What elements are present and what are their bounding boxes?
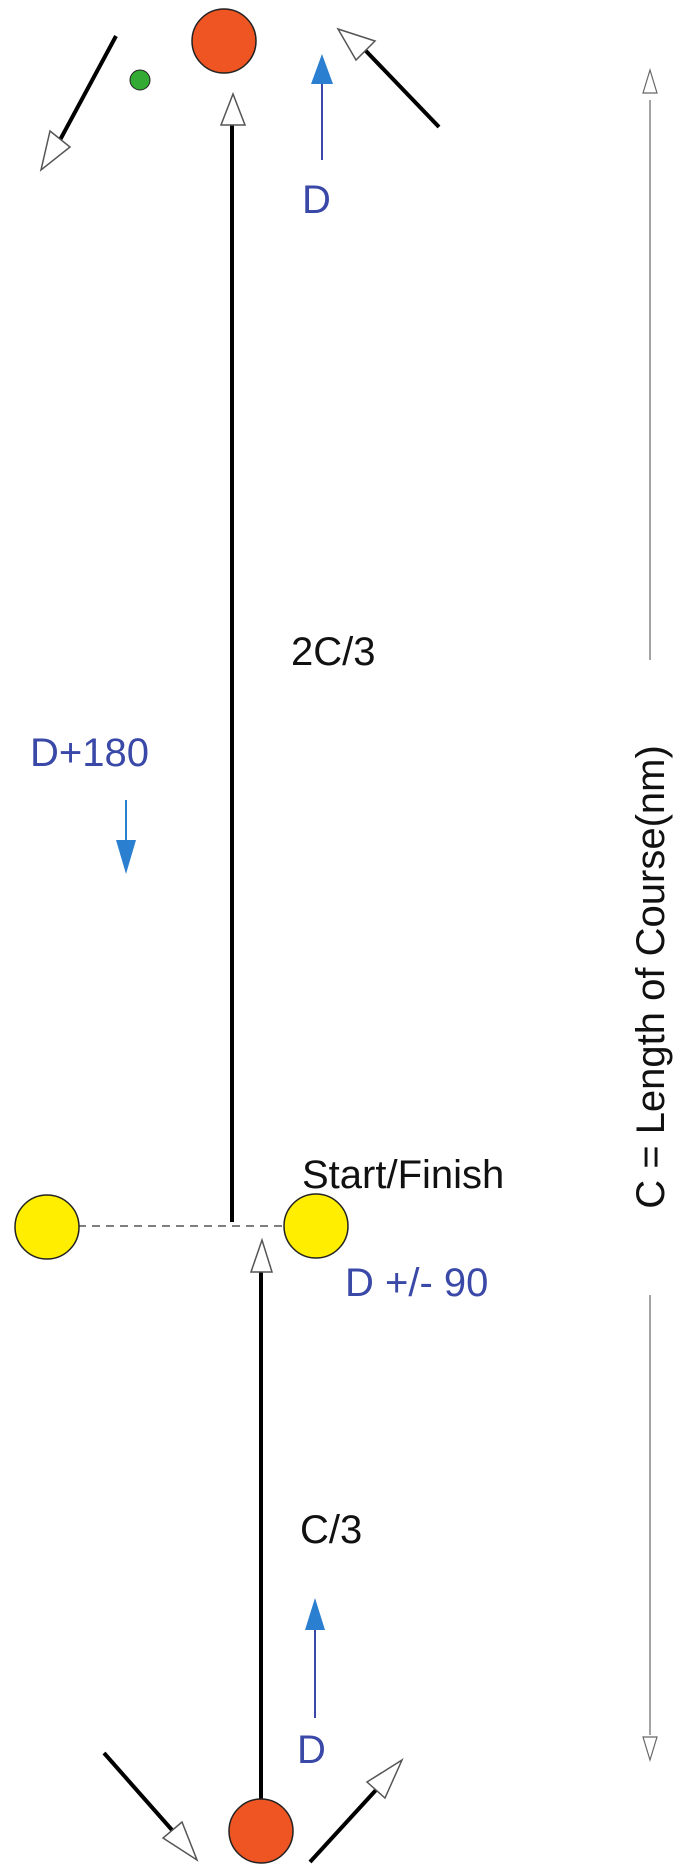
top-right-arrowhead-icon <box>336 27 377 62</box>
pin-end-mark <box>14 1194 80 1260</box>
wind-arrow-top <box>311 54 333 160</box>
windward-mark <box>191 8 257 74</box>
bottom-leg-arrowhead-icon <box>249 1237 274 1273</box>
wind-bottom-arrowhead-icon <box>305 1598 325 1630</box>
bottom-left-rounding-arrow <box>102 1751 199 1862</box>
wind-arrow-bottom <box>305 1598 325 1718</box>
bottom-right-rounding-arrow <box>308 1758 404 1864</box>
line-bearing-label: D +/- 90 <box>345 1261 488 1305</box>
top-left-rounding-arrow <box>39 35 118 172</box>
dimension-bottom-arrowhead-icon <box>642 1736 658 1763</box>
wind-reverse-label: D+180 <box>30 731 149 775</box>
top-left-arrowhead-icon <box>39 129 72 172</box>
top-leg-arrowhead-icon <box>219 91 247 126</box>
wind-bottom-label: D <box>297 1728 326 1772</box>
bottom-right-arrowhead-icon <box>365 1758 404 1800</box>
wind-top-arrowhead-icon <box>311 54 333 84</box>
wind-reverse-arrowhead-icon <box>116 840 136 874</box>
course-length-label: C = Length of Course(nm) <box>629 745 673 1209</box>
top-leg <box>219 91 247 1222</box>
committee-boat-mark <box>283 1193 349 1259</box>
bottom-leg-label: C/3 <box>300 1508 362 1552</box>
dimension-top-arrowhead-icon <box>642 67 658 94</box>
offset-mark <box>129 69 151 91</box>
bottom-leg <box>249 1237 274 1835</box>
start-finish-label: Start/Finish <box>302 1153 504 1197</box>
course-length-dimension <box>642 67 658 1763</box>
top-right-rounding-arrow <box>336 27 441 129</box>
leeward-mark <box>228 1798 294 1864</box>
wind-arrow-reverse <box>116 800 136 874</box>
bottom-left-arrowhead-icon <box>161 1820 199 1862</box>
top-leg-label: 2C/3 <box>291 630 376 674</box>
wind-top-label: D <box>302 178 331 222</box>
